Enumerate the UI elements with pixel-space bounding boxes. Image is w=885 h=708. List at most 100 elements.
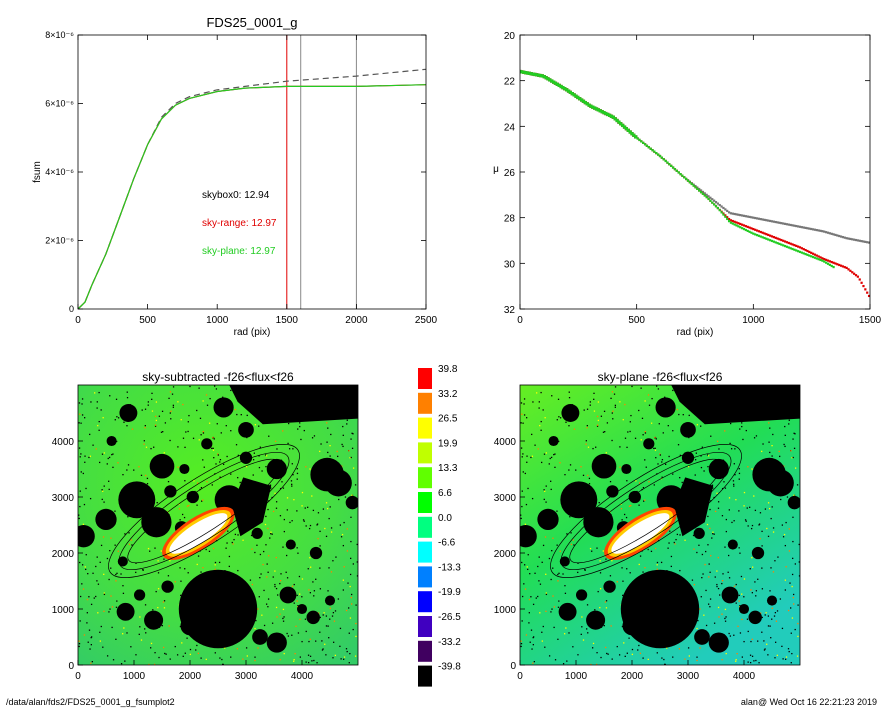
- speckle: [303, 429, 305, 432]
- mu-point: [819, 256, 822, 259]
- speckle: [596, 547, 598, 549]
- speckle: [593, 410, 596, 412]
- speckle: [160, 431, 163, 433]
- speckle: [621, 519, 623, 521]
- mu-point: [727, 217, 731, 221]
- speckle: [659, 453, 661, 455]
- mu-point: [802, 248, 805, 251]
- speckle: [526, 455, 528, 457]
- speckle: [707, 455, 710, 457]
- speckle: [697, 619, 699, 622]
- mu-point: [838, 234, 841, 238]
- speckle: [230, 430, 232, 432]
- image-left-frame: [77, 384, 359, 666]
- speckle: [558, 600, 560, 602]
- speckle: [764, 508, 767, 510]
- mu-point: [726, 209, 729, 213]
- speckle: [211, 447, 213, 450]
- mu-point: [688, 181, 691, 184]
- mu-point: [752, 216, 755, 219]
- speckle: [189, 385, 191, 388]
- mu-point: [763, 218, 766, 221]
- speckle: [307, 568, 309, 570]
- speckle: [149, 647, 152, 649]
- fsum-panel: FDS25_0001_g 0 500 1000 1500 2000 2500 02×10⁻…: [32, 15, 438, 338]
- mu-point: [718, 203, 721, 207]
- mu-point: [622, 125, 627, 129]
- speckle: [336, 450, 338, 453]
- speckle: [319, 450, 321, 453]
- speckle: [659, 454, 662, 456]
- speckle: [225, 425, 227, 427]
- speckle: [211, 484, 213, 486]
- speckle: [711, 484, 714, 486]
- mask-circle: [306, 610, 320, 625]
- mu-point: [670, 164, 673, 167]
- speckle: [758, 662, 760, 664]
- mu-point: [800, 251, 803, 254]
- speckle: [717, 606, 720, 609]
- speckle: [586, 604, 589, 606]
- mu-point: [742, 214, 746, 217]
- speckle: [90, 401, 92, 403]
- mu-point: [696, 187, 699, 190]
- fsum-xlabel: rad (pix): [234, 327, 271, 338]
- speckle: [312, 581, 314, 583]
- speckle: [97, 583, 100, 585]
- speckle: [621, 567, 623, 569]
- speckle: [559, 417, 562, 419]
- speckle: [96, 580, 98, 582]
- speckle: [648, 404, 651, 406]
- speckle: [771, 506, 773, 508]
- speckle: [110, 567, 112, 569]
- speckle: [267, 598, 270, 600]
- image-xtick-label: 0: [75, 671, 81, 682]
- speckle: [305, 630, 307, 633]
- speckle: [328, 637, 330, 639]
- fsum-annotation-0: skybox0: 12.94: [202, 190, 270, 201]
- speckle: [734, 448, 736, 450]
- speckle: [343, 566, 345, 568]
- speckle: [79, 490, 81, 492]
- mu-point: [653, 150, 656, 153]
- speckle: [114, 419, 116, 421]
- speckle: [663, 658, 665, 661]
- mu-point: [789, 247, 792, 250]
- speckle: [346, 550, 349, 552]
- speckle: [716, 492, 718, 494]
- speckle: [184, 480, 186, 482]
- mu-point: [813, 228, 817, 231]
- speckle: [529, 572, 531, 575]
- speckle: [151, 392, 153, 395]
- speckle: [741, 656, 743, 658]
- mu-point: [832, 233, 835, 236]
- mu-point: [787, 241, 790, 245]
- speckle: [169, 658, 171, 660]
- mu-point: [638, 138, 641, 142]
- fsum-series-line-2: [78, 84, 426, 309]
- speckle: [205, 658, 207, 661]
- speckle: [102, 536, 105, 538]
- mu-point: [613, 117, 617, 121]
- speckle: [324, 527, 326, 530]
- mask-circle: [279, 586, 297, 604]
- speckle: [344, 496, 347, 498]
- speckle: [755, 659, 757, 662]
- speckle: [656, 568, 658, 570]
- speckle: [297, 632, 300, 634]
- speckle: [520, 517, 522, 520]
- image-right-x-ticks: 0 1000 2000 3000 4000: [517, 660, 756, 682]
- speckle: [708, 576, 710, 578]
- speckle: [122, 592, 125, 594]
- speckle: [187, 430, 189, 433]
- mu-point: [811, 255, 815, 259]
- mu-point: [755, 234, 759, 237]
- mu-point: [826, 231, 830, 234]
- speckle: [793, 603, 795, 605]
- speckle: [200, 657, 202, 659]
- speckle: [541, 561, 543, 563]
- speckle: [152, 609, 154, 611]
- speckle: [769, 590, 771, 592]
- speckle: [707, 515, 709, 518]
- speckle: [600, 415, 603, 417]
